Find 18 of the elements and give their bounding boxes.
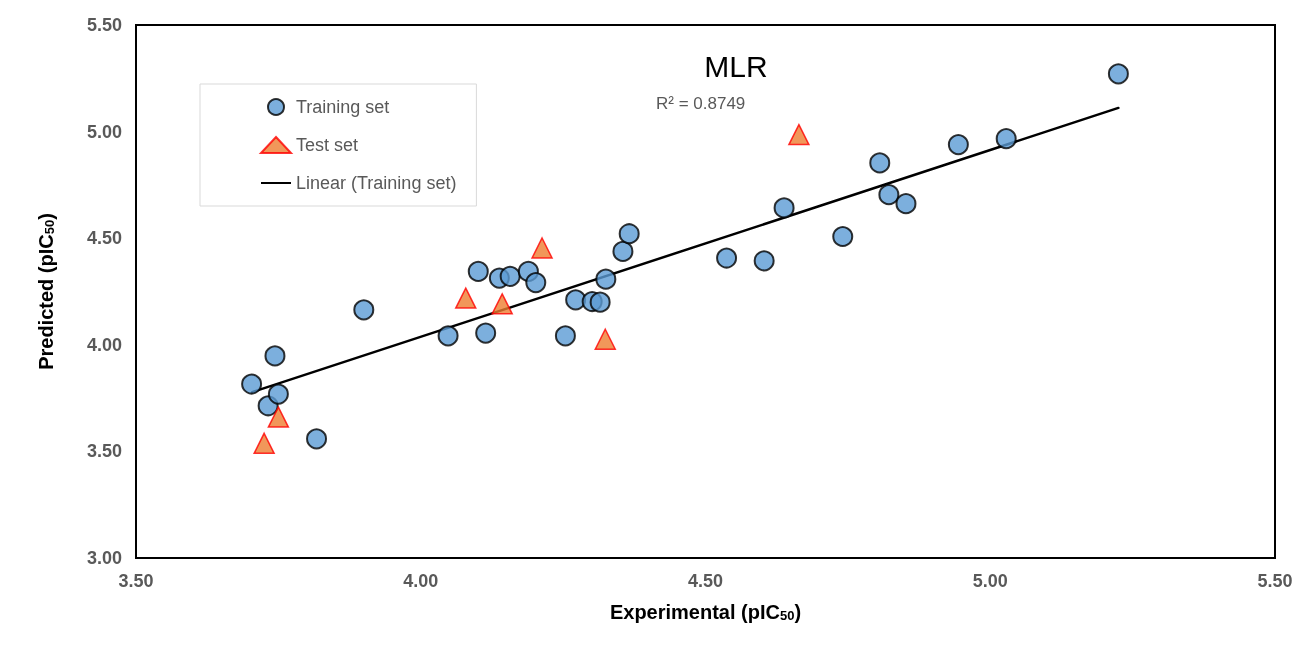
y-tick-label: 3.00 (86, 548, 122, 568)
legend-label: Training set (296, 97, 390, 117)
x-axis-title: Experimental (pIC50) (609, 601, 802, 623)
y-axis-title: Predicted (pIC50) (35, 213, 57, 370)
y-tick-label: 5.50 (86, 15, 122, 35)
legend-label: Test set (296, 135, 359, 155)
y-tick-label: 3.50 (86, 441, 122, 462)
x-tick-label: 5.00 (972, 571, 1008, 591)
x-tick-label: 4.00 (403, 571, 439, 591)
legend-label: Linear (Training set) (296, 173, 457, 193)
x-tick-label: 5.50 (1257, 571, 1293, 591)
x-tick-label: 4.50 (687, 571, 724, 591)
text: MLR (704, 49, 768, 83)
y-tick-label: 4.00 (86, 334, 122, 355)
y-tick-label: 5.00 (86, 121, 122, 142)
annotation: R² = 0.8749 (656, 94, 746, 113)
x-tick-label: 3.50 (118, 571, 154, 591)
y-tick-label: 4.50 (86, 228, 122, 249)
